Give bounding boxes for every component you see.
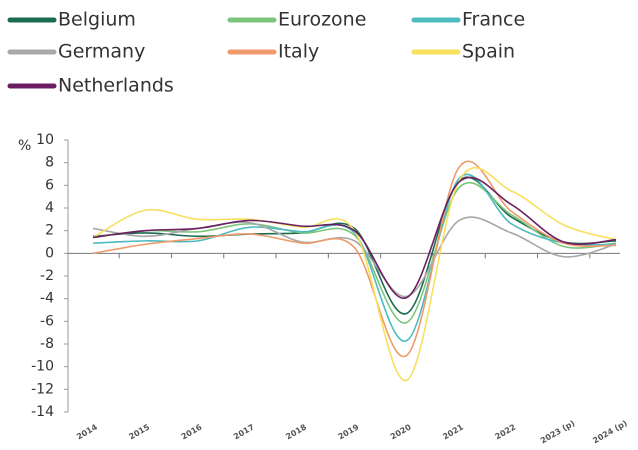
y-tick-label: 0 bbox=[45, 245, 54, 261]
x-tick-label: 2024 (p) bbox=[591, 419, 628, 446]
legend-label: Belgium bbox=[58, 9, 136, 31]
legend-label: Netherlands bbox=[58, 75, 174, 97]
legend-label: Spain bbox=[462, 41, 515, 63]
y-tick-label: -8 bbox=[40, 336, 54, 352]
x-tick-label: 2023 (p) bbox=[539, 419, 576, 446]
y-tick-label: -6 bbox=[40, 313, 54, 329]
y-axis-label: % bbox=[18, 138, 31, 154]
legend-label: Germany bbox=[58, 41, 145, 63]
y-tick-label: -10 bbox=[31, 359, 54, 375]
x-tick-label: 2014 bbox=[75, 422, 99, 441]
y-tick-label: 2 bbox=[45, 223, 54, 239]
y-tick-label: 6 bbox=[45, 177, 54, 193]
x-tick-label: 2016 bbox=[180, 422, 204, 441]
series-line bbox=[92, 173, 617, 342]
series-line bbox=[92, 181, 617, 324]
x-tick-label: 2020 bbox=[389, 422, 413, 441]
legend-label: France bbox=[462, 9, 525, 31]
x-tick-label: 2022 bbox=[494, 423, 518, 442]
x-tick-label: 2019 bbox=[337, 422, 361, 441]
x-tick-label: 2021 bbox=[441, 422, 465, 441]
x-tick-label: 2017 bbox=[232, 423, 256, 442]
y-tick-label: 10 bbox=[36, 132, 54, 148]
y-tick-label: -12 bbox=[31, 381, 54, 397]
y-tick-label: 8 bbox=[45, 155, 54, 171]
y-tick-label: -4 bbox=[40, 291, 54, 307]
series-line bbox=[92, 176, 617, 299]
series-line bbox=[92, 166, 617, 382]
y-tick-label: -2 bbox=[40, 268, 54, 284]
series-line bbox=[92, 160, 617, 358]
legend-label: Eurozone bbox=[278, 9, 366, 31]
y-tick-label: 4 bbox=[45, 200, 54, 216]
x-tick-label: 2018 bbox=[284, 422, 308, 441]
y-tick-label: -14 bbox=[31, 404, 54, 420]
x-tick-label: 2015 bbox=[127, 422, 151, 441]
legend-label: Italy bbox=[278, 41, 319, 63]
